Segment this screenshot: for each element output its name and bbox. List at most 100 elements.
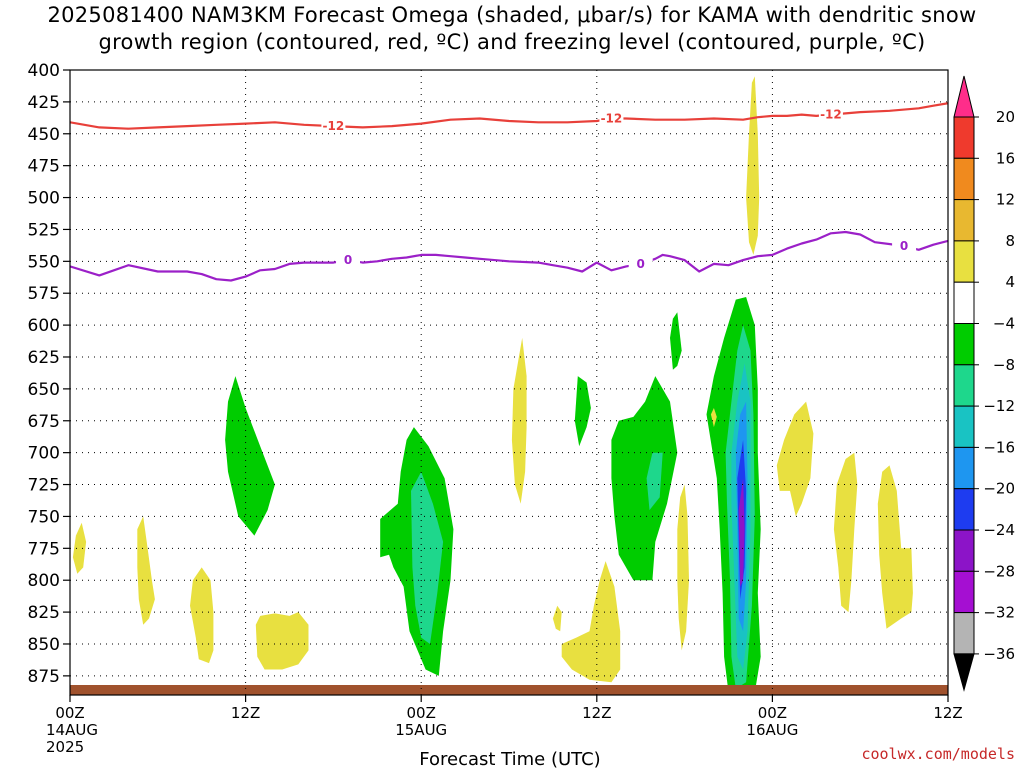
colorbar-segment	[953, 488, 975, 531]
contour-label-bg	[321, 119, 346, 133]
chart-title-line-1: 2025081400 NAM3KM Forecast Omega (shaded…	[47, 3, 977, 27]
chart-title: 2025081400 NAM3KM Forecast Omega (shaded…	[0, 2, 1024, 56]
omega-region-14	[137, 516, 155, 625]
y-tick-label: 725	[28, 476, 60, 496]
credit-text: coolwx.com/models	[861, 745, 1015, 763]
colorbar-segment	[953, 405, 975, 448]
colorbar-segment	[953, 281, 975, 325]
omega-region-16	[255, 612, 309, 670]
colorbar-label: −8	[993, 356, 1015, 374]
colorbar-label: −32	[983, 604, 1015, 622]
omega-region-13	[72, 522, 87, 574]
omega-region-25	[877, 465, 913, 629]
y-tick-label: 875	[28, 667, 60, 687]
colorbar: 20 16 12 8 4 −4 −8 −12 −16 −20 −24 −28 −32 −36	[953, 75, 1015, 692]
omega-region-5	[646, 452, 663, 511]
contour-label-bg	[307, 54, 331, 67]
contour-label-bg	[599, 111, 624, 125]
y-tick-label: 600	[28, 316, 60, 336]
x-tick-label: 15AUG	[395, 721, 447, 739]
y-tick-label: 550	[28, 252, 60, 272]
colorbar-label: 16	[996, 149, 1015, 167]
colorbar-label: −12	[983, 397, 1015, 415]
x-tick-label: 12Z	[231, 704, 260, 722]
omega-region-4	[611, 376, 678, 581]
colorbar-label: −28	[983, 562, 1015, 580]
colorbar-segment	[953, 116, 975, 159]
y-tick-label: 750	[28, 507, 60, 527]
omega-region-23	[776, 401, 814, 517]
contour-layer: -18 -12 -12 -12 0 0 0	[70, 52, 948, 282]
contour-label: -18	[308, 54, 330, 68]
colorbar-top-arrow	[953, 75, 975, 118]
omega-region-22	[746, 76, 760, 255]
x-tick-label: 12Z	[582, 704, 611, 722]
y-tick-label: 825	[28, 603, 60, 623]
colorbar-segment	[953, 529, 975, 572]
colorbar-label: 20	[996, 108, 1015, 126]
y-tick-label: 625	[28, 348, 60, 368]
chart-title-line-2: growth region (contoured, red, ºC) and f…	[98, 30, 926, 54]
contour-label-bg	[336, 253, 361, 267]
colorbar-segment	[953, 570, 975, 614]
colorbar-segment	[953, 157, 975, 201]
colorbar-label: −36	[983, 645, 1015, 663]
omega-region-17	[511, 337, 527, 504]
contour-line-0	[70, 52, 568, 69]
colorbar-label: 4	[1005, 273, 1015, 291]
contour-label: -12	[323, 119, 345, 133]
colorbar-label: 12	[996, 191, 1015, 209]
x-tick-label: 2025	[46, 738, 84, 756]
y-tick-label: 475	[28, 157, 60, 177]
contour-label: 0	[900, 239, 908, 253]
y-tick-label: 650	[28, 380, 60, 400]
colorbar-label: −4	[993, 315, 1015, 333]
colorbar-segment	[953, 612, 975, 655]
omega-region-15	[190, 567, 214, 664]
omega-region-21	[710, 408, 717, 428]
contour-label-bg	[628, 256, 653, 270]
terrain-band	[70, 685, 948, 695]
y-tick-label: 500	[28, 189, 60, 209]
contour-label: 0	[344, 253, 352, 267]
colorbar-label: 8	[1005, 232, 1015, 250]
omega-region-19	[561, 561, 621, 683]
y-tick-label: 675	[28, 412, 60, 432]
omega-region-24	[833, 452, 858, 613]
x-tick-label: 00Z	[55, 704, 84, 722]
grid-layer	[70, 70, 948, 695]
x-axis-title: Forecast Time (UTC)	[419, 749, 600, 768]
contour-label: 0	[637, 257, 645, 271]
colorbar-segment	[953, 446, 975, 490]
contour-label-bg	[892, 239, 917, 253]
colorbar-label: −16	[983, 438, 1015, 456]
contour-line-2	[70, 230, 948, 282]
omega-region-20	[677, 484, 689, 651]
colorbar-bottom-arrow	[953, 653, 975, 692]
y-tick-label: 775	[28, 539, 60, 559]
omega-region-2	[411, 471, 444, 644]
terrain-layer	[70, 685, 948, 695]
omega-region-3	[574, 376, 591, 447]
omega-region-12	[738, 478, 745, 587]
y-axis: 400 425 450 475 500 525 550 575 600 625 650 675 700 7…	[28, 61, 70, 687]
y-tick-label: 425	[28, 93, 60, 113]
colorbar-label: −24	[983, 521, 1015, 539]
colorbar-segment	[953, 323, 975, 366]
y-tick-label: 575	[28, 284, 60, 304]
omega-region-6	[670, 312, 682, 370]
colorbar-segment	[953, 364, 975, 407]
contour-label-bg	[818, 107, 843, 121]
contour-label: -12	[820, 108, 842, 122]
contour-line-1	[70, 102, 948, 130]
omega-region-18	[552, 605, 562, 632]
x-tick-label: 16AUG	[746, 721, 798, 739]
y-tick-label: 400	[28, 61, 60, 81]
colorbar-label: −20	[983, 480, 1015, 498]
omega-shading-layer	[72, 76, 913, 695]
x-tick-label: 12Z	[933, 704, 962, 722]
omega-region-0	[225, 376, 275, 536]
plot-frame	[69, 69, 949, 696]
